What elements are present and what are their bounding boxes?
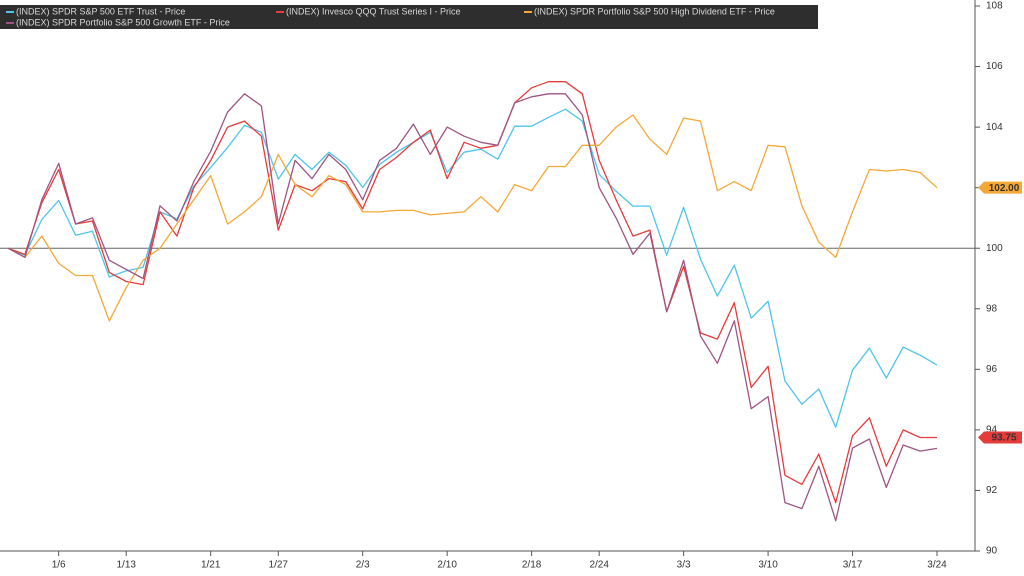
value-label: 93.75 xyxy=(991,433,1016,444)
series-line xyxy=(7,108,938,428)
y-tick-label: 98 xyxy=(986,303,998,314)
x-tick-label: 3/24 xyxy=(927,560,947,571)
y-tick-label: 100 xyxy=(986,243,1003,254)
legend-background xyxy=(0,5,818,29)
y-tick-label: 108 xyxy=(986,1,1003,12)
x-tick-label: 1/13 xyxy=(117,560,137,571)
y-tick-label: 104 xyxy=(986,122,1003,133)
y-tick-label: 92 xyxy=(986,485,998,496)
series-line xyxy=(7,93,938,522)
value-tag xyxy=(978,431,1022,444)
y-tick-label: 106 xyxy=(986,61,1003,72)
legend-label: (INDEX) SPDR Portfolio S&P 500 High Divi… xyxy=(534,6,775,16)
legend-label: (INDEX) Invesco QQQ Trust Series I - Pri… xyxy=(286,6,461,16)
series-line xyxy=(7,81,937,504)
x-tick-label: 3/10 xyxy=(758,560,778,571)
x-tick-label: 2/24 xyxy=(589,560,609,571)
x-tick-label: 1/21 xyxy=(201,560,221,571)
x-tick-label: 2/10 xyxy=(437,560,457,571)
x-tick-label: 1/27 xyxy=(269,560,289,571)
legend-label: (INDEX) SPDR S&P 500 ETF Trust - Price xyxy=(16,6,185,16)
x-tick-label: 2/18 xyxy=(522,560,542,571)
y-tick-label: 90 xyxy=(986,546,998,557)
value-label: 102.00 xyxy=(989,183,1020,194)
value-tag xyxy=(978,181,1022,194)
x-tick-label: 2/3 xyxy=(356,560,370,571)
y-tick-label: 94 xyxy=(986,425,998,436)
x-tick-label: 1/6 xyxy=(52,560,66,571)
legend-label: (INDEX) SPDR Portfolio S&P 500 Growth ET… xyxy=(16,17,230,27)
series-line xyxy=(7,114,938,322)
x-tick-label: 3/17 xyxy=(843,560,863,571)
y-tick-label: 96 xyxy=(986,364,998,375)
legend: (INDEX) SPDR S&P 500 ETF Trust - Price (I… xyxy=(0,5,818,29)
x-tick-label: 3/3 xyxy=(677,560,691,571)
